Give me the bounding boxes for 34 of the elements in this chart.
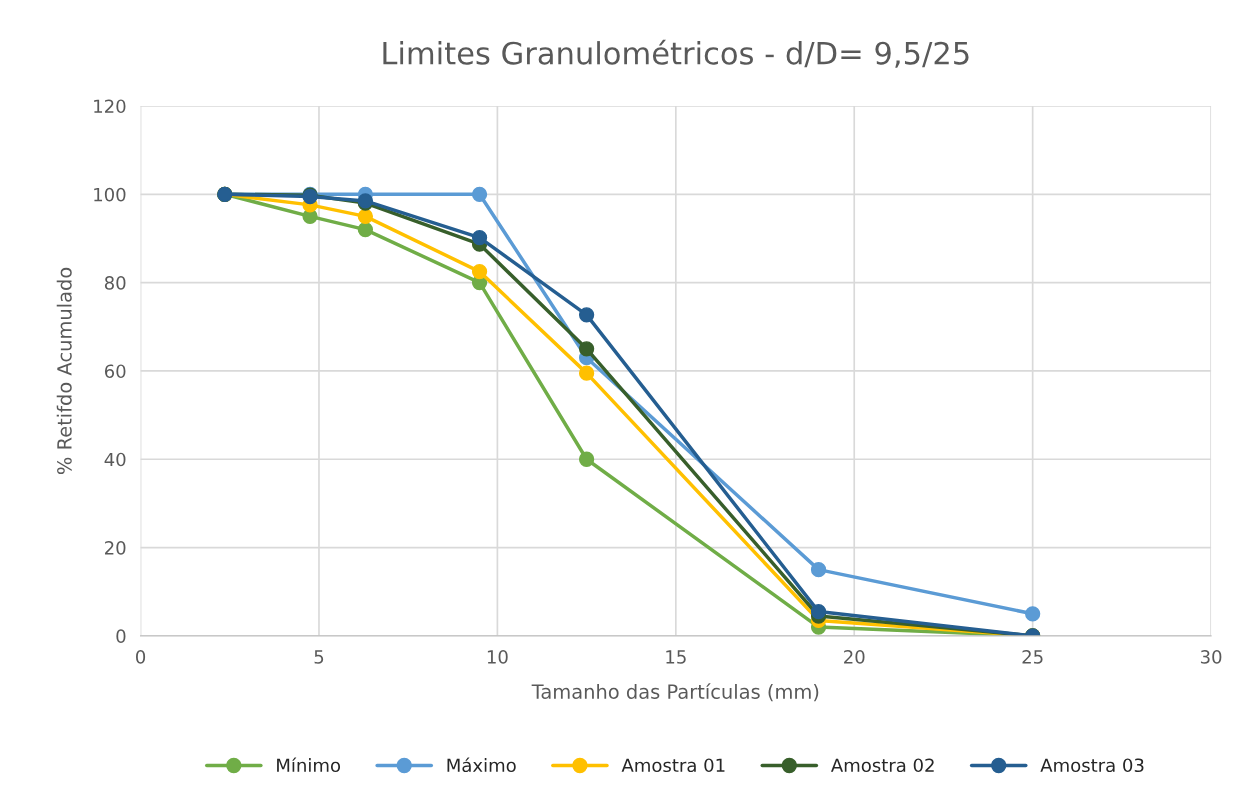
- y-tick-label: 100: [94, 187, 126, 202]
- legend-label: Mínimo: [277, 757, 341, 773]
- point: [471, 229, 488, 246]
- y-axis-title: % Retifdo Acumulado: [56, 267, 72, 475]
- point: [578, 307, 595, 323]
- point: [578, 451, 595, 467]
- point: [357, 221, 374, 238]
- legend-label: Amostra 03: [1040, 758, 1144, 773]
- x-tick-label: 30: [1200, 650, 1222, 664]
- point: [810, 603, 827, 620]
- y-tick-label: 20: [105, 541, 126, 555]
- x-tick-label: 0: [136, 650, 146, 664]
- x-axis-title: Tamanho das Partículas (mm): [531, 683, 819, 702]
- legend-label: Máximo: [447, 757, 516, 773]
- legend-label: Amostra 01: [621, 758, 725, 773]
- point: [357, 208, 374, 225]
- x-tick-label: 5: [314, 650, 324, 664]
- point: [1025, 606, 1041, 622]
- point: [810, 561, 827, 578]
- x-tick-label: 25: [1022, 650, 1043, 664]
- point: [471, 263, 488, 280]
- chart-title: Limites Granulométricos - d/D= 9,5/25: [383, 39, 969, 68]
- point: [578, 341, 595, 357]
- x-tick-label: 20: [844, 650, 865, 664]
- point: [471, 186, 488, 202]
- x-tick-label: 15: [666, 650, 686, 664]
- point: [578, 365, 595, 381]
- y-tick-label: 120: [94, 99, 126, 114]
- y-tick-label: 80: [104, 276, 126, 290]
- y-tick-label: 40: [104, 452, 126, 467]
- y-tick-label: 60: [104, 364, 126, 379]
- y-tick-label: 0: [116, 629, 126, 643]
- legend-label: Amostra 02: [830, 758, 934, 773]
- x-tick-label: 10: [487, 650, 508, 664]
